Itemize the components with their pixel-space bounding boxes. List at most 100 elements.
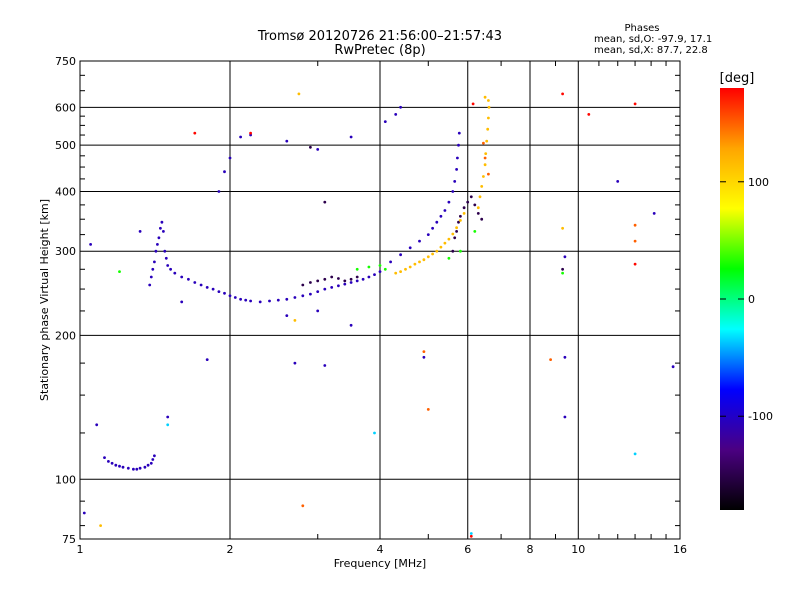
data-point (652, 212, 656, 215)
data-point (459, 249, 462, 253)
data-point (439, 245, 443, 249)
data-point (394, 113, 398, 116)
data-point (633, 452, 637, 456)
data-point (249, 299, 253, 303)
data-point (563, 355, 567, 359)
colorbar-ticks: 100 0 -100 (720, 176, 773, 423)
y-tick-label: 750 (55, 55, 76, 68)
data-point (349, 277, 353, 281)
data-point (469, 534, 473, 538)
data-point (422, 258, 426, 262)
data-point (316, 279, 320, 283)
data-point (148, 283, 152, 287)
data-point (166, 423, 170, 427)
data-point (422, 355, 426, 359)
data-point (476, 212, 480, 215)
data-point (469, 195, 473, 199)
data-point (487, 105, 491, 109)
data-point (316, 309, 320, 313)
data-point (157, 236, 161, 240)
data-point (482, 175, 485, 178)
data-point (223, 291, 226, 295)
data-point (633, 102, 637, 106)
x-tick-labels: 1 2 4 6 8 10 16 (77, 543, 688, 556)
data-point (404, 267, 407, 271)
data-point (561, 271, 564, 275)
data-point (487, 116, 490, 120)
data-point (349, 135, 353, 139)
data-point (485, 139, 489, 143)
data-point (293, 319, 297, 322)
data-point (561, 226, 564, 230)
data-point (483, 95, 487, 99)
data-point (399, 270, 402, 273)
data-point (153, 260, 156, 264)
data-point (367, 265, 371, 269)
data-point (323, 200, 327, 204)
data-point (228, 294, 232, 298)
data-point (239, 297, 243, 301)
colorbar-label: [deg] (720, 71, 755, 86)
data-point (418, 260, 421, 264)
data-point (228, 156, 232, 160)
data-point (478, 195, 482, 199)
y-tick-label: 75 (62, 533, 76, 546)
data-point (110, 461, 114, 465)
data-point (249, 131, 253, 135)
data-point (211, 287, 215, 291)
data-point (378, 270, 382, 273)
data-point (337, 277, 340, 280)
data-point (316, 290, 320, 293)
data-point (408, 246, 412, 250)
data-point (459, 214, 462, 218)
data-point (159, 226, 162, 230)
data-point (394, 271, 398, 275)
data-point (138, 230, 142, 233)
data-point (151, 458, 155, 461)
x-tick-label: 2 (227, 543, 234, 556)
data-point (149, 461, 153, 465)
data-point (561, 92, 564, 96)
data-point (99, 524, 102, 527)
data-point (408, 265, 412, 269)
data-point (480, 185, 484, 188)
data-point (422, 350, 426, 353)
data-point (471, 102, 475, 106)
y-tick-label: 300 (55, 245, 76, 258)
data-points (82, 92, 675, 538)
data-point (323, 364, 327, 367)
data-point (373, 273, 376, 276)
y-tick-labels: 75 100 200 300 400 500 600 750 (55, 55, 76, 546)
data-point (457, 131, 461, 135)
chart-title: Tromsø 20120726 21:56:00–21:57:43 (257, 29, 502, 44)
data-point (355, 275, 359, 279)
data-point (549, 358, 552, 361)
data-point (451, 190, 455, 193)
data-point (301, 294, 305, 298)
data-point (193, 131, 197, 135)
data-point (443, 209, 447, 212)
legend-line-o: mean, sd,O: -97.9, 17.1 (594, 34, 712, 45)
data-point (154, 249, 158, 253)
data-point (301, 283, 305, 287)
data-point (217, 290, 221, 293)
data-point (153, 454, 156, 458)
data-point (455, 226, 458, 230)
data-point (293, 296, 297, 299)
data-point (418, 239, 421, 243)
data-point (563, 255, 567, 259)
data-point (563, 415, 567, 419)
data-point (180, 300, 184, 304)
data-point (383, 120, 387, 123)
data-point (239, 135, 243, 139)
data-point (587, 113, 591, 116)
data-point (323, 287, 327, 291)
data-point (431, 252, 434, 256)
data-point (330, 275, 334, 279)
data-point (173, 271, 177, 275)
data-point (633, 223, 637, 227)
data-point (121, 465, 125, 469)
data-point (473, 203, 477, 207)
legend-line-x: mean, sd,X: 87.7, 22.8 (594, 45, 708, 56)
